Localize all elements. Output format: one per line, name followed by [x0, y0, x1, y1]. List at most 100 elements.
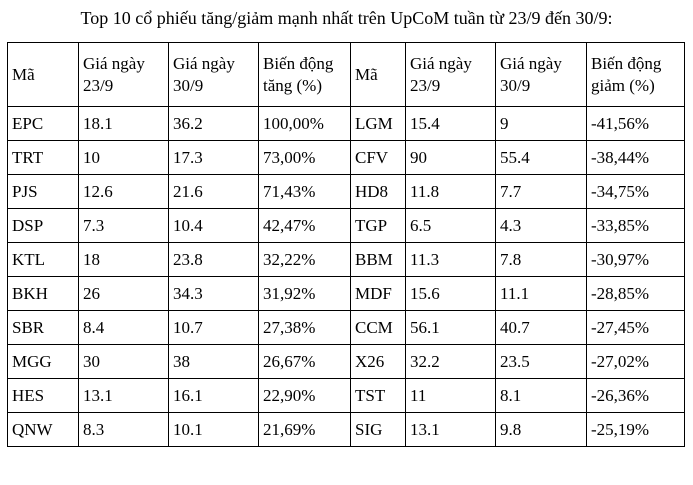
table-cell: 11.8 [405, 174, 496, 209]
table-cell: 56.1 [405, 310, 496, 345]
stock-code-cell: CFV [350, 140, 406, 175]
table-cell: 71,43% [258, 174, 351, 209]
table-cell: 73,00% [258, 140, 351, 175]
stock-code-cell: TST [350, 378, 406, 413]
table-cell: -27,45% [586, 310, 685, 345]
stock-code-cell: DSP [7, 208, 79, 243]
stock-code-cell: KTL [7, 242, 79, 277]
column-header-change-up: Biến động tăng (%) [258, 42, 351, 107]
table-row: SBR 8.4 10.7 27,38% CCM 56.1 40.7 -27,45… [7, 310, 685, 345]
column-header-code-gainers: Mã [7, 42, 79, 107]
table-cell: -25,19% [586, 412, 685, 447]
table-cell: 13.1 [78, 378, 169, 413]
table-cell: 34.3 [168, 276, 259, 311]
table-cell: 7.8 [495, 242, 587, 277]
table-cell: 23.5 [495, 344, 587, 379]
stock-code-cell: PJS [7, 174, 79, 209]
stock-code-cell: TGP [350, 208, 406, 243]
table-cell: 17.3 [168, 140, 259, 175]
table-cell: 10.1 [168, 412, 259, 447]
column-header-price-23-9-gainers: Giá ngày 23/9 [78, 42, 169, 107]
table-cell: 40.7 [495, 310, 587, 345]
table-cell: -30,97% [586, 242, 685, 277]
table-cell: 21,69% [258, 412, 351, 447]
table-cell: 32.2 [405, 344, 496, 379]
table-row: DSP 7.3 10.4 42,47% TGP 6.5 4.3 -33,85% [7, 208, 685, 243]
table-cell: 26,67% [258, 344, 351, 379]
stock-code-cell: EPC [7, 106, 79, 141]
column-header-price-30-9-losers: Giá ngày 30/9 [495, 42, 587, 107]
table-cell: 16.1 [168, 378, 259, 413]
table-cell: -26,36% [586, 378, 685, 413]
table-cell: 31,92% [258, 276, 351, 311]
table-cell: 23.8 [168, 242, 259, 277]
table-cell: 22,90% [258, 378, 351, 413]
column-header-change-down: Biến động giảm (%) [586, 42, 685, 107]
table-cell: 8.1 [495, 378, 587, 413]
table-cell: 26 [78, 276, 169, 311]
table-row: PJS 12.6 21.6 71,43% HD8 11.8 7.7 -34,75… [7, 174, 685, 209]
table-cell: 11.3 [405, 242, 496, 277]
table-row: QNW 8.3 10.1 21,69% SIG 13.1 9.8 -25,19% [7, 412, 685, 447]
table-cell: 38 [168, 344, 259, 379]
table-cell: 42,47% [258, 208, 351, 243]
table-cell: 15.6 [405, 276, 496, 311]
column-header-price-23-9-losers: Giá ngày 23/9 [405, 42, 496, 107]
table-row: BKH 26 34.3 31,92% MDF 15.6 11.1 -28,85% [7, 276, 685, 311]
table-cell: 8.4 [78, 310, 169, 345]
table-cell: 18.1 [78, 106, 169, 141]
column-header-price-30-9-gainers: Giá ngày 30/9 [168, 42, 259, 107]
stock-movers-table: Mã Giá ngày 23/9 Giá ngày 30/9 Biến động… [7, 42, 685, 447]
table-cell: 21.6 [168, 174, 259, 209]
table-cell: 12.6 [78, 174, 169, 209]
table-cell: 4.3 [495, 208, 587, 243]
table-cell: 11 [405, 378, 496, 413]
stock-code-cell: SIG [350, 412, 406, 447]
stock-code-cell: BKH [7, 276, 79, 311]
stock-code-cell: SBR [7, 310, 79, 345]
table-cell: 6.5 [405, 208, 496, 243]
table-cell: -33,85% [586, 208, 685, 243]
table-cell: 27,38% [258, 310, 351, 345]
table-cell: -34,75% [586, 174, 685, 209]
table-cell: 100,00% [258, 106, 351, 141]
stock-code-cell: CCM [350, 310, 406, 345]
table-cell: -41,56% [586, 106, 685, 141]
stock-code-cell: MGG [7, 344, 79, 379]
table-cell: 11.1 [495, 276, 587, 311]
table-cell: 8.3 [78, 412, 169, 447]
table-cell: -27,02% [586, 344, 685, 379]
page-title: Top 10 cổ phiếu tăng/giảm mạnh nhất trên… [80, 8, 613, 28]
stock-code-cell: MDF [350, 276, 406, 311]
table-cell: 18 [78, 242, 169, 277]
table-cell: 7.3 [78, 208, 169, 243]
table-row: EPC 18.1 36.2 100,00% LGM 15.4 9 -41,56% [7, 106, 685, 141]
stock-code-cell: TRT [7, 140, 79, 175]
stock-code-cell: LGM [350, 106, 406, 141]
table-cell: 15.4 [405, 106, 496, 141]
stock-code-cell: BBM [350, 242, 406, 277]
table-cell: 10 [78, 140, 169, 175]
table-cell: -38,44% [586, 140, 685, 175]
table-cell: 36.2 [168, 106, 259, 141]
stock-code-cell: HD8 [350, 174, 406, 209]
table-cell: 9.8 [495, 412, 587, 447]
table-cell: 55.4 [495, 140, 587, 175]
column-header-code-losers: Mã [350, 42, 406, 107]
table-row: KTL 18 23.8 32,22% BBM 11.3 7.8 -30,97% [7, 242, 685, 277]
table-cell: 10.4 [168, 208, 259, 243]
table-row: HES 13.1 16.1 22,90% TST 11 8.1 -26,36% [7, 378, 685, 413]
table-cell: 10.7 [168, 310, 259, 345]
table-cell: 90 [405, 140, 496, 175]
table-cell: 30 [78, 344, 169, 379]
table-cell: 7.7 [495, 174, 587, 209]
table-row: TRT 10 17.3 73,00% CFV 90 55.4 -38,44% [7, 140, 685, 175]
table-row: MGG 30 38 26,67% X26 32.2 23.5 -27,02% [7, 344, 685, 379]
stock-code-cell: HES [7, 378, 79, 413]
table-cell: 13.1 [405, 412, 496, 447]
table-cell: 32,22% [258, 242, 351, 277]
table-cell: -28,85% [586, 276, 685, 311]
stock-code-cell: QNW [7, 412, 79, 447]
stock-code-cell: X26 [350, 344, 406, 379]
table-header-row: Mã Giá ngày 23/9 Giá ngày 30/9 Biến động… [7, 42, 685, 107]
